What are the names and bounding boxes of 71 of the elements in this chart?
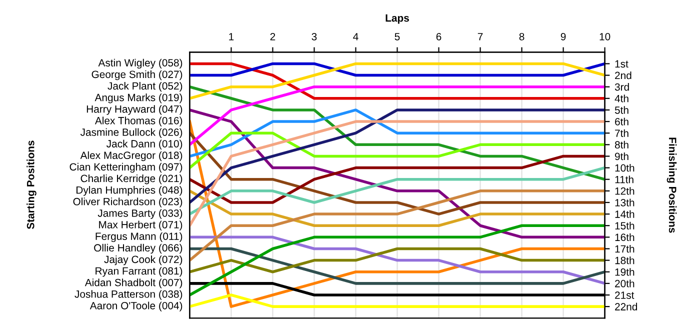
x-tick-label: 9 <box>560 32 566 40</box>
y2-tick-label: 4th <box>614 94 628 102</box>
y2-tick-label: 20th <box>615 280 634 288</box>
line-series <box>190 236 605 285</box>
series-label: Angus Marks (019) <box>94 94 182 104</box>
y2-tick-label: 17th <box>615 244 634 253</box>
x-tick-label: 4 <box>353 33 358 40</box>
series-label: Jack Plant (052) <box>108 82 182 92</box>
series-label: Astin Wigley (058) <box>98 58 182 69</box>
y2-tick-label: 1st <box>615 60 628 68</box>
series-label: Aidan Shadbolt (007) <box>84 278 182 288</box>
y2-tick-label: 9th <box>615 152 628 160</box>
line-series <box>190 85 605 181</box>
y2-tick-label: 22nd <box>615 302 638 310</box>
y2-tick-label: 16th <box>615 233 634 242</box>
series-label: Ollie Handley (066) <box>94 244 182 254</box>
x-tick-label: 1 <box>229 33 234 40</box>
series-label: Dylan Humphries (048) <box>76 186 182 196</box>
series-label: Alex MacGregor (018) <box>80 151 182 162</box>
line-series <box>190 154 605 204</box>
y2-tick-label: 3rd <box>614 83 629 91</box>
line-series <box>190 108 605 158</box>
y2-tick-label: 10th <box>615 164 634 172</box>
y2-tick-label: 18th <box>615 256 634 264</box>
x-tick-label: 3 <box>312 32 317 40</box>
line-series <box>190 85 605 146</box>
y2-tick-label: 2nd <box>615 71 632 80</box>
series-label: James Barty (033) <box>98 209 182 219</box>
series-label: Harry Hayward (047) <box>86 105 182 115</box>
y2-tick-label: 6th <box>615 118 628 126</box>
y2-tick-label: 8th <box>614 140 628 149</box>
series-label: Oliver Richardson (023) <box>73 198 182 208</box>
y2-tick-label: 5th <box>614 106 628 114</box>
series-label: Joshua Patterson (038) <box>74 290 182 300</box>
y2-tick-label: 15th <box>615 222 634 230</box>
line-series <box>190 108 605 204</box>
series-label: Cian Ketteringham (097) <box>70 162 182 173</box>
series-label: Max Herbert (071) <box>99 220 182 230</box>
series-label: Fergus Mann (011) <box>96 232 182 242</box>
x-tick-label: 7 <box>478 33 483 40</box>
x-tick-label: 8 <box>519 32 524 40</box>
x-tick-label: 10 <box>600 32 610 40</box>
line-series <box>190 108 605 239</box>
y2-tick-label: 12th <box>615 187 634 195</box>
line-series <box>190 132 605 170</box>
y2-axis-title: Finishing Positions <box>666 138 677 233</box>
line-series <box>190 224 605 296</box>
series-label: Jasmine Bullock (026) <box>80 128 182 138</box>
series-label: Jack Dann (010) <box>106 140 182 150</box>
y2-tick-label: 11th <box>615 176 634 184</box>
line-series <box>190 120 605 227</box>
series-label: Alex Thomas (016) <box>94 116 182 126</box>
y2-tick-label: 13th <box>615 198 634 206</box>
line-series <box>190 132 605 216</box>
series-label: Charlie Kerridge (021) <box>80 174 182 184</box>
x-tick-label: 5 <box>394 33 400 40</box>
series-label: Ryan Farrant (081) <box>96 267 182 277</box>
x-tick-label: 2 <box>270 32 276 40</box>
y2-tick-label: 14th <box>615 210 634 218</box>
text: Starting Positions <box>26 140 36 230</box>
line-series <box>190 190 605 262</box>
x-axis-title: Laps <box>386 14 409 24</box>
x-tick-label: 6 <box>436 32 442 40</box>
series-label: Jajay Cook (072) <box>104 255 182 266</box>
y2-tick-label: 21st <box>615 291 634 299</box>
y2-tick-label: 19th <box>615 268 634 276</box>
series-label: George Smith (027) <box>92 70 182 80</box>
y2-tick-label: 7th <box>615 129 628 137</box>
line-series <box>190 247 605 285</box>
series-label: Aaron O'Toole (004) <box>90 302 182 312</box>
line-series <box>190 166 605 216</box>
